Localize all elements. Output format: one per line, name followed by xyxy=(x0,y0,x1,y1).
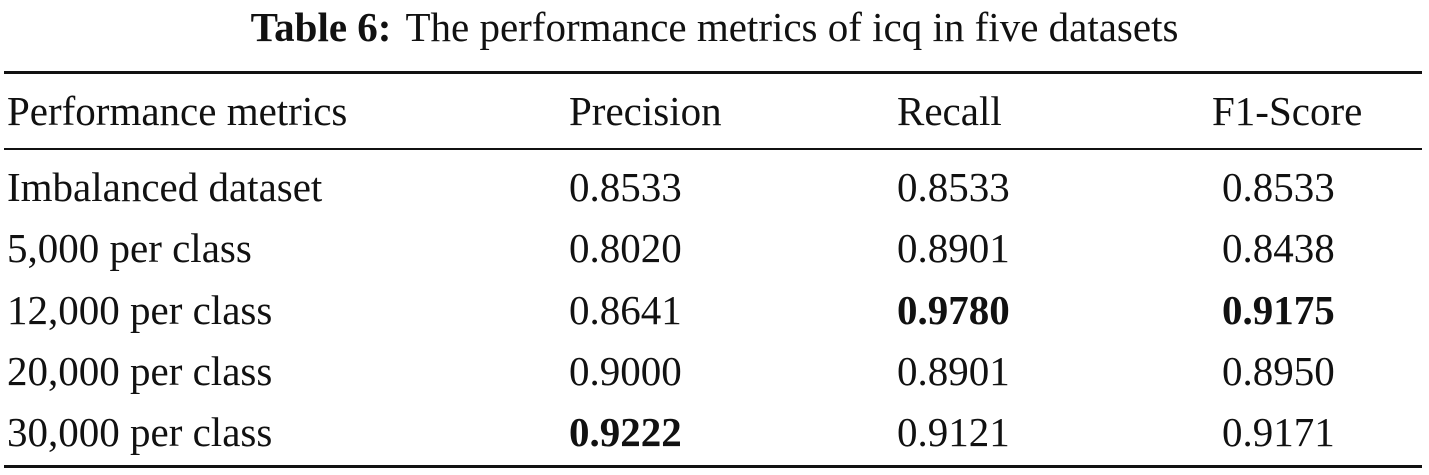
header-recall: Recall xyxy=(897,88,1002,134)
f1-cell: 0.9171 xyxy=(1222,409,1335,455)
row-label: 30,000 per class xyxy=(7,409,273,455)
precision-cell: 0.8641 xyxy=(569,287,682,333)
f1-cell: 0.8438 xyxy=(1222,225,1335,271)
table-caption-label: Table 6: xyxy=(250,4,392,50)
row-label: Imbalanced dataset xyxy=(7,164,323,210)
f1-cell: 0.8533 xyxy=(1222,164,1335,210)
precision-cell: 0.8533 xyxy=(569,164,682,210)
f1-cell: 0.8950 xyxy=(1222,348,1335,394)
precision-cell: 0.8020 xyxy=(569,225,682,271)
precision-cell: 0.9222 xyxy=(569,409,682,455)
table-caption: Table 6: The performance metrics of icq i… xyxy=(0,0,1429,54)
header-f1-score: F1-Score xyxy=(1212,88,1363,134)
row-label: 12,000 per class xyxy=(7,287,273,333)
row-label: 5,000 per class xyxy=(7,225,252,271)
row-label: 20,000 per class xyxy=(7,348,273,394)
f1-cell: 0.9175 xyxy=(1222,287,1335,333)
recall-cell: 0.9780 xyxy=(897,287,1010,333)
header-precision: Precision xyxy=(569,88,722,134)
top-rule xyxy=(4,71,1422,74)
recall-cell: 0.9121 xyxy=(897,409,1010,455)
precision-cell: 0.9000 xyxy=(569,348,682,394)
recall-cell: 0.8901 xyxy=(897,225,1010,271)
header-rule xyxy=(4,148,1422,150)
recall-cell: 0.8533 xyxy=(897,164,1010,210)
header-performance-metrics: Performance metrics xyxy=(7,88,348,134)
bottom-rule xyxy=(4,465,1422,468)
table-caption-text: The performance metrics of icq in five d… xyxy=(405,4,1179,50)
recall-cell: 0.8901 xyxy=(897,348,1010,394)
